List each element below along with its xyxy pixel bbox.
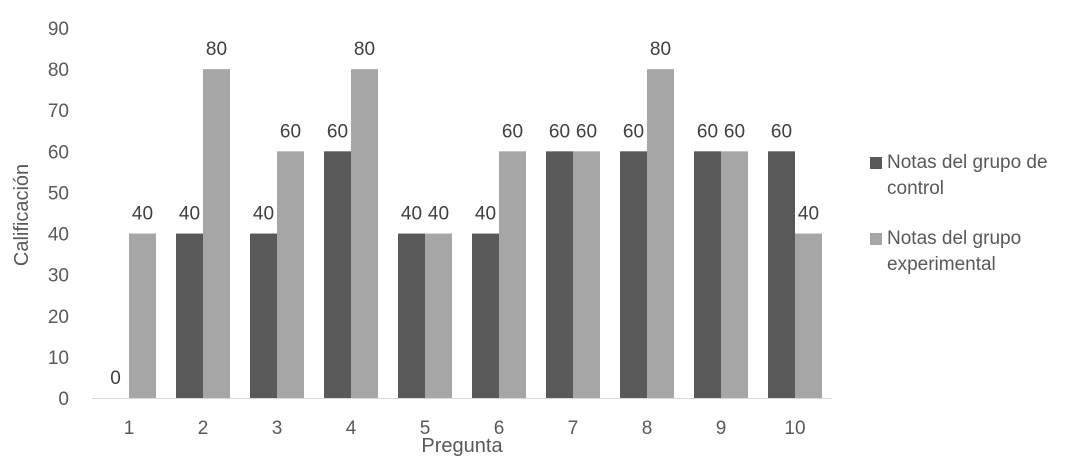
legend-item-experimental: Notas del grupo experimental [870, 226, 1070, 278]
data-label-control: 0 [110, 368, 121, 389]
bar-control [546, 151, 573, 398]
x-tick-label: 2 [198, 418, 209, 439]
y-tick-label: 70 [48, 101, 69, 122]
bar-experimental [499, 151, 526, 398]
x-tick-label: 9 [716, 418, 727, 439]
data-label-control: 60 [327, 121, 348, 142]
data-label-control: 40 [253, 204, 274, 225]
bar-control [472, 233, 499, 398]
y-tick-label: 30 [48, 266, 69, 287]
x-tick-label: 8 [642, 418, 653, 439]
bar-experimental [425, 233, 452, 398]
data-label-experimental: 40 [798, 204, 819, 225]
bar-control [398, 233, 425, 398]
bar-control [176, 233, 203, 398]
legend: Notas del grupo de control Notas del gru… [870, 150, 1070, 302]
x-tick-label: 6 [494, 418, 505, 439]
bar-experimental [351, 69, 378, 398]
data-label-experimental: 40 [428, 204, 449, 225]
y-tick-label: 0 [58, 389, 69, 410]
data-label-control: 60 [697, 121, 718, 142]
x-tick-label: 4 [346, 418, 357, 439]
x-tick-label: 7 [568, 418, 579, 439]
legend-swatch-experimental [870, 233, 882, 245]
bar-control [694, 151, 721, 398]
y-tick-label: 10 [48, 348, 69, 369]
x-tick-label: 5 [420, 418, 431, 439]
x-tick-label: 3 [272, 418, 283, 439]
bar-control [250, 233, 277, 398]
bar-control [324, 151, 351, 398]
data-label-experimental: 60 [724, 121, 745, 142]
data-label-experimental: 80 [650, 39, 671, 60]
x-axis-title: Pregunta [421, 435, 503, 457]
data-label-experimental: 40 [132, 204, 153, 225]
legend-swatch-control [870, 157, 882, 169]
bar-experimental [573, 151, 600, 398]
bar-control [768, 151, 795, 398]
y-tick-label: 60 [48, 142, 69, 163]
data-labels-group: 0 40 40 80 40 60 60 80 40 40 40 60 60 60 60 80 60 60 60 40 [110, 39, 819, 389]
y-tick-label: 40 [48, 225, 69, 246]
y-tick-label: 20 [48, 307, 69, 328]
legend-label-experimental: Notas del grupo experimental [887, 228, 1022, 275]
data-label-control: 60 [549, 121, 570, 142]
legend-label-control: Notas del grupo de control [887, 152, 1048, 199]
bar-experimental [721, 151, 748, 398]
data-label-experimental: 60 [280, 121, 301, 142]
y-tick-label: 90 [48, 19, 69, 40]
y-axis-ticks: 0 10 20 30 40 50 60 70 80 90 [48, 19, 69, 410]
bar-experimental [129, 233, 156, 398]
data-label-control: 60 [771, 121, 792, 142]
y-tick-label: 50 [48, 183, 69, 204]
bar-chart: 0 10 20 30 40 50 60 70 80 90 0 40 40 80 40 60 60 80 40 40 4… [11, 19, 832, 457]
bar-control [620, 151, 647, 398]
y-tick-label: 80 [48, 60, 69, 81]
y-axis-title: Calificación [11, 164, 33, 266]
data-label-experimental: 60 [502, 121, 523, 142]
legend-item-control: Notas del grupo de control [870, 150, 1070, 202]
data-label-control: 40 [401, 204, 422, 225]
x-axis-ticks: 1 2 3 4 5 6 7 8 9 10 [124, 418, 806, 439]
data-label-control: 40 [179, 204, 200, 225]
bars-group [129, 69, 822, 398]
x-tick-label: 1 [124, 418, 135, 439]
x-tick-label: 10 [784, 418, 805, 439]
data-label-control: 60 [623, 121, 644, 142]
bar-experimental [203, 69, 230, 398]
data-label-experimental: 60 [576, 121, 597, 142]
bar-experimental [795, 233, 822, 398]
bar-experimental [647, 69, 674, 398]
data-label-experimental: 80 [354, 39, 375, 60]
data-label-experimental: 80 [206, 39, 227, 60]
data-label-control: 40 [475, 204, 496, 225]
bar-experimental [277, 151, 304, 398]
